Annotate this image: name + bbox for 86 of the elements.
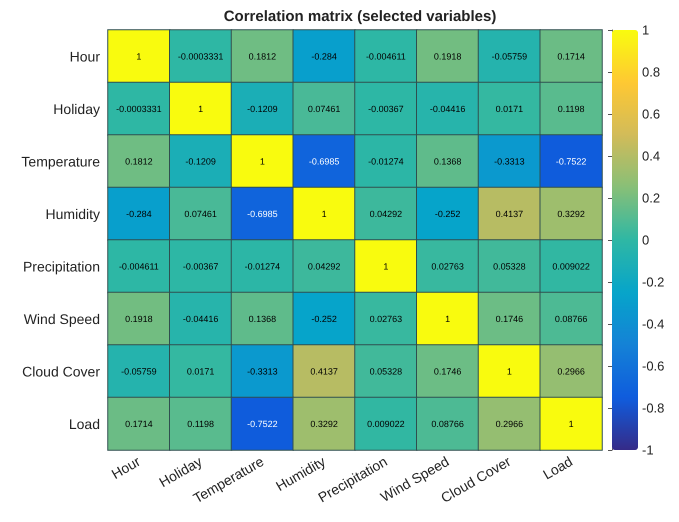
data-label: 0.1368	[434, 156, 462, 166]
color-bar-label: 0.4	[642, 148, 660, 164]
data-label: -0.0003331	[178, 51, 224, 62]
data-label: -0.3313	[494, 156, 525, 166]
data-label: 0.04292	[370, 208, 402, 219]
data-label: -0.6985	[308, 156, 340, 166]
data-label: 0.07461	[308, 104, 340, 114]
data-label: 1	[445, 314, 450, 324]
data-label: 1	[322, 208, 327, 219]
data-label: 0.1918	[434, 51, 462, 62]
data-label: -0.284	[311, 51, 337, 62]
color-bar-label: 0.8	[642, 64, 660, 80]
data-label: -0.04416	[430, 104, 466, 114]
data-label: 0.08766	[554, 314, 588, 324]
color-bar-label: -1	[642, 442, 654, 458]
data-label: 1	[136, 51, 142, 62]
data-label: 0.1198	[558, 104, 585, 114]
data-label: -0.05759	[492, 51, 528, 62]
data-label: 1	[568, 418, 574, 429]
data-label: -0.1209	[247, 104, 278, 114]
data-label: 0.1918	[125, 314, 153, 324]
data-label: 0.1746	[434, 366, 462, 376]
data-label: 0.009022	[367, 418, 405, 429]
data-label: -0.252	[434, 208, 460, 219]
color-bar-label: 0.6	[642, 106, 660, 122]
data-label: 0.08766	[431, 418, 464, 429]
color-bar-label: -0.2	[642, 274, 664, 290]
data-label: -0.00367	[368, 104, 404, 114]
data-label: 0.4137	[310, 366, 338, 376]
data-label: 0.1714	[125, 418, 153, 429]
color-bar-label: -0.8	[642, 400, 664, 416]
data-label: 1	[506, 366, 512, 376]
data-label: 0.1368	[248, 314, 276, 324]
data-label: -0.3313	[247, 366, 278, 376]
color-bar-label: 0	[642, 232, 650, 248]
data-label: -0.01274	[368, 156, 404, 166]
data-label: 0.009022	[552, 261, 590, 272]
data-label: 0.05328	[493, 261, 526, 272]
data-label: -0.004611	[366, 51, 406, 62]
y-tick-label: Temperature	[21, 153, 100, 170]
data-label: -0.284	[126, 208, 152, 219]
y-tick-label: Holiday	[53, 100, 100, 117]
data-label: 1	[383, 261, 388, 272]
data-label: 0.3292	[557, 208, 585, 219]
data-label: -0.252	[311, 314, 337, 324]
data-label: 0.2966	[496, 418, 524, 429]
data-label: -0.01274	[244, 261, 280, 272]
data-label: 0.04292	[308, 261, 340, 272]
data-label: -0.1209	[185, 156, 216, 166]
data-label: 0.07461	[184, 208, 217, 219]
data-label: 0.1812	[125, 156, 153, 166]
y-tick-label: Humidity	[46, 206, 100, 222]
data-label: -0.6985	[247, 208, 278, 219]
data-label: 0.05328	[370, 366, 402, 376]
data-label: -0.00367	[182, 261, 218, 272]
color-bar-label: -0.6	[642, 358, 664, 374]
data-label: 0.1714	[557, 51, 585, 62]
color-bar-label: -0.4	[642, 316, 664, 332]
data-label: 0.3292	[310, 418, 338, 429]
data-label: 0.1812	[248, 51, 276, 62]
data-label: 1	[260, 156, 265, 166]
data-label: -0.04416	[182, 314, 218, 324]
data-label: 1	[198, 104, 204, 114]
y-tick-label: Cloud Cover	[22, 363, 100, 380]
data-label: 0.0171	[186, 366, 214, 376]
data-label: -0.7522	[556, 156, 586, 166]
y-tick-label: Hour	[70, 48, 100, 64]
data-label: 0.02763	[431, 261, 464, 272]
y-tick-label: Precipitation	[22, 258, 100, 274]
data-label: 0.1746	[496, 314, 524, 324]
x-tick-label: Load	[540, 453, 576, 482]
data-label: -0.004611	[118, 261, 159, 272]
data-label: -0.0003331	[116, 104, 162, 114]
data-label: 0.4137	[496, 208, 524, 219]
data-label: 0.1198	[187, 418, 214, 429]
data-label: 0.2966	[557, 366, 585, 376]
color-bar-label: 0.2	[642, 190, 660, 206]
data-label: 0.02763	[370, 314, 402, 324]
data-label: 0.0171	[496, 104, 524, 114]
data-label: -0.05759	[121, 366, 157, 376]
chart-title: Correlation matrix (selected variables)	[224, 8, 496, 25]
color-bar-label: 1	[642, 22, 650, 38]
data-label: -0.7522	[247, 418, 278, 429]
y-tick-label: Wind Speed	[24, 310, 100, 327]
y-tick-label: Load	[68, 416, 100, 432]
x-tick-label: Hour	[108, 452, 144, 482]
